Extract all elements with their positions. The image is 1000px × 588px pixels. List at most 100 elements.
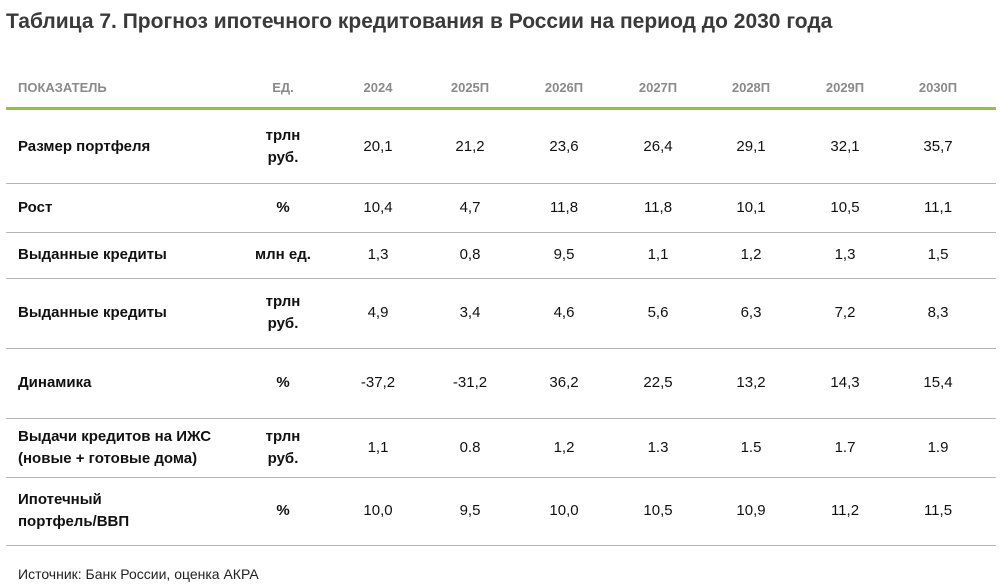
column-header: 2025П bbox=[420, 70, 520, 106]
unit: % bbox=[233, 348, 333, 418]
value: 10,4 bbox=[328, 183, 428, 232]
value: 3,4 bbox=[420, 278, 520, 348]
value: 1.7 bbox=[795, 418, 895, 477]
cell-text: % bbox=[276, 198, 290, 216]
unit: трлн руб. bbox=[233, 278, 333, 348]
column-header: 2027П bbox=[608, 70, 708, 106]
cell-text: 4,7 bbox=[459, 198, 481, 216]
value: 11,8 bbox=[514, 183, 614, 232]
value: 0.8 bbox=[420, 418, 520, 477]
cell-text: 10,9 bbox=[736, 502, 766, 519]
header-rule bbox=[6, 107, 996, 110]
cell-text: млн ед. bbox=[255, 246, 311, 263]
cell-text: 22,5 bbox=[643, 374, 673, 391]
cell-text: 10,0 bbox=[363, 502, 393, 519]
column-header: ЕД. bbox=[233, 70, 333, 106]
value: 26,4 bbox=[608, 110, 708, 183]
cell-text: портфель/ВВП bbox=[18, 513, 130, 530]
cell-text: 10,1 bbox=[736, 198, 766, 216]
header-text: 2027П bbox=[638, 80, 678, 95]
header-text: 2024 bbox=[363, 80, 393, 95]
cell-text: 1,1 bbox=[367, 438, 389, 456]
cell-text: 15,4 bbox=[923, 374, 953, 391]
value: 10,1 bbox=[701, 183, 801, 232]
value: 32,1 bbox=[795, 110, 895, 183]
cell-text: 1.7 bbox=[834, 438, 856, 456]
header-text: 2030П bbox=[918, 80, 958, 95]
row-label: Выданные кредиты bbox=[18, 232, 167, 278]
cell-text: 11,8 bbox=[549, 198, 579, 216]
header-text: 2029П bbox=[825, 80, 865, 95]
row-label: Рост bbox=[18, 183, 52, 232]
cell-text: 1.5 bbox=[740, 438, 762, 456]
value: 10,0 bbox=[328, 477, 428, 545]
header-text: ЕД. bbox=[272, 80, 294, 95]
row-label: Выданные кредиты bbox=[18, 278, 167, 348]
header-text: ПОКАЗАТЕЛЬ bbox=[18, 80, 107, 95]
cell-text: 0,8 bbox=[459, 246, 481, 263]
cell-text: 6,3 bbox=[740, 304, 762, 321]
cell-text: -31,2 bbox=[452, 374, 488, 391]
value: 36,2 bbox=[514, 348, 614, 418]
value: 1,1 bbox=[328, 418, 428, 477]
cell-text: 1.9 bbox=[927, 438, 949, 456]
cell-text: руб. bbox=[267, 449, 299, 467]
source-note: Источник: Банк России, оценка АКРА bbox=[18, 566, 259, 582]
value: 1,2 bbox=[514, 418, 614, 477]
row-label: Ипотечный портфель/ВВП bbox=[18, 477, 129, 545]
cell-text: 3,4 bbox=[459, 304, 481, 321]
column-header: 2028П bbox=[701, 70, 801, 106]
unit: % bbox=[233, 183, 333, 232]
cell-text: руб. bbox=[267, 315, 299, 332]
cell-text: 4,9 bbox=[367, 304, 389, 321]
value: 9,5 bbox=[514, 232, 614, 278]
row-label: Размер портфеля bbox=[18, 110, 150, 183]
cell-text: 20,1 bbox=[363, 137, 393, 155]
cell-text: 36,2 bbox=[549, 374, 579, 391]
cell-text: 10,4 bbox=[363, 198, 393, 216]
value: 11,8 bbox=[608, 183, 708, 232]
value: 1,3 bbox=[795, 232, 895, 278]
value: 1.9 bbox=[888, 418, 988, 477]
value: 8,3 bbox=[888, 278, 988, 348]
row-rule bbox=[6, 232, 996, 233]
table-title: Таблица 7. Прогноз ипотечного кредитован… bbox=[6, 10, 833, 33]
cell-text: 35,7 bbox=[923, 137, 953, 155]
value: 1,2 bbox=[701, 232, 801, 278]
row-label: Динамика bbox=[18, 348, 91, 418]
cell-text: 0.8 bbox=[459, 438, 481, 456]
cell-text: 11,8 bbox=[643, 198, 673, 216]
value: 23,6 bbox=[514, 110, 614, 183]
cell-text: Рост bbox=[18, 198, 53, 216]
cell-text: Выданные кредиты bbox=[18, 304, 167, 321]
cell-text: -37,2 bbox=[360, 374, 396, 391]
cell-text: Ипотечный bbox=[18, 491, 102, 508]
cell-text: 1,2 bbox=[740, 246, 762, 263]
value: 20,1 bbox=[328, 110, 428, 183]
cell-text: 9,5 bbox=[553, 246, 575, 263]
cell-text: 11,5 bbox=[923, 502, 953, 519]
value: 11,1 bbox=[888, 183, 988, 232]
row-rule bbox=[6, 418, 996, 419]
cell-text: 1,3 bbox=[834, 246, 856, 263]
cell-text: % bbox=[276, 374, 290, 391]
value: 15,4 bbox=[888, 348, 988, 418]
value: 1.5 bbox=[701, 418, 801, 477]
value: 4,6 bbox=[514, 278, 614, 348]
value: -37,2 bbox=[328, 348, 428, 418]
cell-text: 11,2 bbox=[830, 502, 860, 519]
header-text: 2025П bbox=[450, 80, 490, 95]
value: 1,5 bbox=[888, 232, 988, 278]
value: 10,0 bbox=[514, 477, 614, 545]
cell-text: 1,2 bbox=[553, 438, 575, 456]
cell-text: Выданные кредиты bbox=[18, 246, 167, 263]
value: 10,9 bbox=[701, 477, 801, 545]
value: 10,5 bbox=[608, 477, 708, 545]
value: 6,3 bbox=[701, 278, 801, 348]
value: 5,6 bbox=[608, 278, 708, 348]
row-rule bbox=[6, 348, 996, 349]
column-header: 2026П bbox=[514, 70, 614, 106]
cell-text: % bbox=[276, 502, 290, 519]
value: 10,5 bbox=[795, 183, 895, 232]
cell-text: 11,1 bbox=[923, 198, 953, 216]
